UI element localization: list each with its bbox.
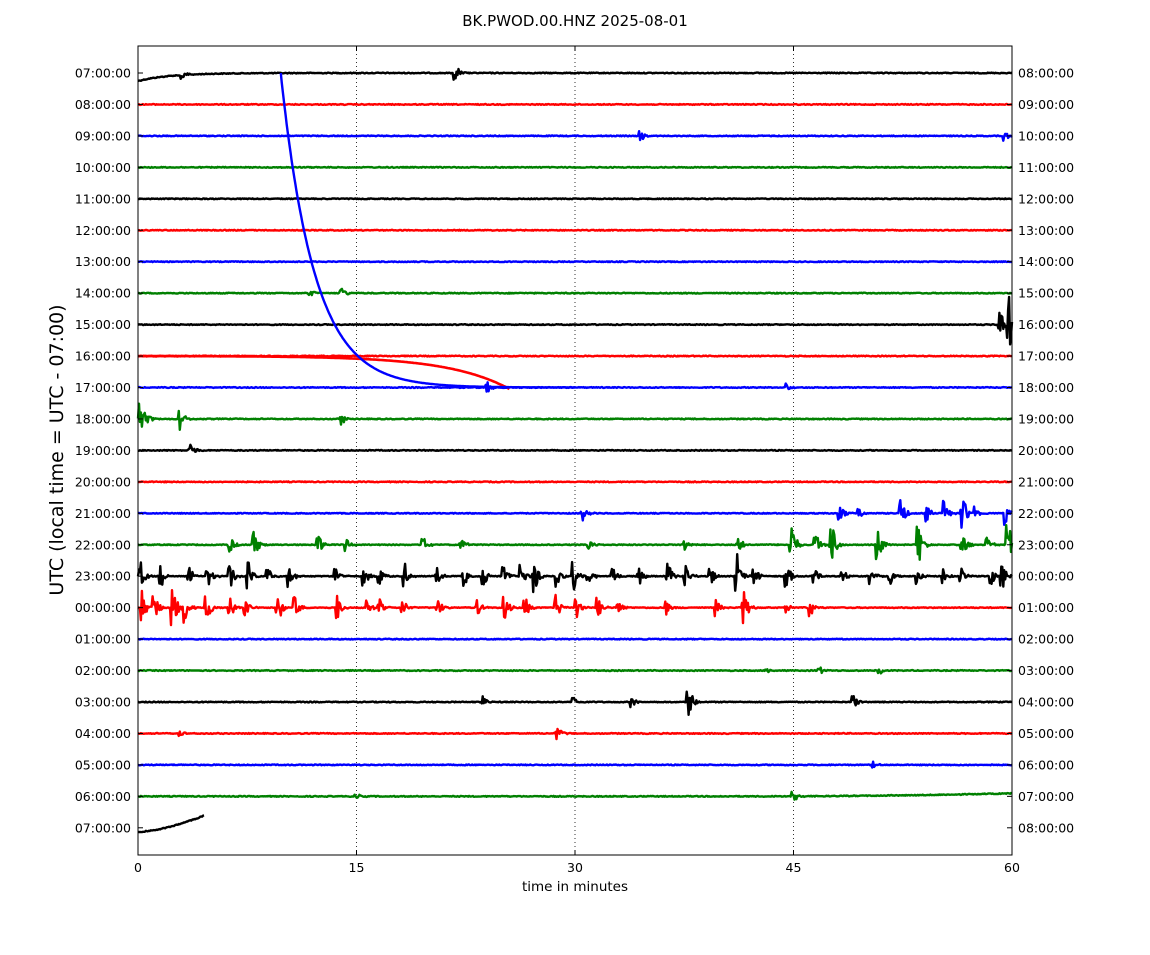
right-tick-label-6: 14:00:00 bbox=[1018, 254, 1074, 269]
right-tick-label-23: 07:00:00 bbox=[1018, 789, 1074, 804]
seismic-traces bbox=[136, 67, 1014, 834]
right-tick-label-20: 04:00:00 bbox=[1018, 695, 1074, 710]
left-tick-label-13: 20:00:00 bbox=[75, 474, 131, 489]
y-axis-label: UTC (local time = UTC - 07:00) bbox=[46, 304, 68, 595]
right-tick-label-7: 15:00:00 bbox=[1018, 286, 1074, 301]
trace-row-12 bbox=[137, 443, 1013, 453]
trace-row-23 bbox=[137, 790, 1013, 801]
left-tick-label-5: 12:00:00 bbox=[75, 223, 131, 238]
trace-row-16 bbox=[136, 553, 1013, 594]
right-tick-label-8: 16:00:00 bbox=[1018, 317, 1074, 332]
x-tick-label-0: 0 bbox=[134, 860, 142, 875]
trace-row-20 bbox=[137, 690, 1013, 716]
trace-row-17 bbox=[137, 589, 1013, 627]
left-tick-label-4: 11:00:00 bbox=[75, 191, 131, 206]
x-tick-label-30: 30 bbox=[567, 860, 583, 875]
left-tick-label-2: 09:00:00 bbox=[75, 128, 131, 143]
left-tick-label-22: 05:00:00 bbox=[75, 757, 131, 772]
trace-row-19 bbox=[137, 666, 1013, 675]
left-tick-label-15: 22:00:00 bbox=[75, 537, 131, 552]
trace-row-3 bbox=[137, 165, 1013, 169]
trace-row-5 bbox=[137, 228, 1013, 232]
axis-ticks bbox=[137, 46, 1013, 855]
right-tick-label-3: 11:00:00 bbox=[1018, 160, 1074, 175]
trace-row-1 bbox=[137, 102, 1013, 107]
right-tick-label-17: 01:00:00 bbox=[1018, 600, 1074, 615]
trace-row-14 bbox=[137, 499, 1013, 529]
right-tick-labels: 08:00:00 09:00:00 10:00:00 11:00:00 12:00:00… bbox=[1018, 66, 1074, 836]
right-tick-label-16: 00:00:00 bbox=[1018, 569, 1074, 584]
trace-row-8 bbox=[137, 295, 1014, 346]
right-tick-label-12: 20:00:00 bbox=[1018, 443, 1074, 458]
left-tick-label-19: 02:00:00 bbox=[75, 663, 131, 678]
trace-row-18 bbox=[137, 637, 1013, 641]
left-tick-label-10: 17:00:00 bbox=[75, 380, 131, 395]
right-tick-label-9: 17:00:00 bbox=[1018, 349, 1074, 364]
trace-row-7 bbox=[137, 287, 1013, 297]
left-tick-label-18: 01:00:00 bbox=[75, 632, 131, 647]
left-tick-label-1: 08:00:00 bbox=[75, 97, 131, 112]
right-tick-label-14: 22:00:00 bbox=[1018, 506, 1074, 521]
right-tick-label-5: 13:00:00 bbox=[1018, 223, 1074, 238]
right-tick-label-2: 10:00:00 bbox=[1018, 128, 1074, 143]
x-axis-label: time in minutes bbox=[522, 879, 628, 895]
right-tick-label-24: 08:00:00 bbox=[1018, 820, 1074, 835]
chart-title: BK.PWOD.00.HNZ 2025-08-01 bbox=[462, 12, 687, 30]
trace-drift-red bbox=[138, 354, 511, 391]
trace-row-4 bbox=[137, 197, 1013, 201]
trace-row-13 bbox=[137, 480, 1013, 484]
left-tick-label-16: 23:00:00 bbox=[75, 569, 131, 584]
right-tick-label-15: 23:00:00 bbox=[1018, 537, 1074, 552]
right-tick-label-21: 05:00:00 bbox=[1018, 726, 1074, 741]
left-tick-label-11: 18:00:00 bbox=[75, 411, 131, 426]
trace-row-15 bbox=[137, 524, 1014, 561]
right-tick-label-19: 03:00:00 bbox=[1018, 663, 1074, 678]
trace-row-2 bbox=[137, 130, 1013, 142]
trace-row-21 bbox=[137, 727, 1013, 741]
right-tick-label-0: 08:00:00 bbox=[1018, 66, 1074, 81]
trace-row-24 bbox=[137, 814, 205, 834]
left-tick-label-24: 07:00:00 bbox=[75, 820, 131, 835]
trace-row-0 bbox=[137, 67, 1013, 83]
left-tick-label-17: 00:00:00 bbox=[75, 600, 131, 615]
left-tick-label-14: 21:00:00 bbox=[75, 506, 131, 521]
left-tick-label-6: 13:00:00 bbox=[75, 254, 131, 269]
x-tick-label-45: 45 bbox=[786, 860, 802, 875]
left-tick-label-9: 16:00:00 bbox=[75, 349, 131, 364]
left-tick-label-21: 04:00:00 bbox=[75, 726, 131, 741]
left-tick-label-20: 03:00:00 bbox=[75, 695, 131, 710]
trace-row-6 bbox=[137, 260, 1013, 264]
left-tick-label-12: 19:00:00 bbox=[75, 443, 131, 458]
left-tick-label-0: 07:00:00 bbox=[75, 66, 131, 81]
x-tick-label-60: 60 bbox=[1004, 860, 1020, 875]
x-tick-labels: 0 15 30 45 60 bbox=[134, 860, 1020, 875]
x-tick-label-15: 15 bbox=[349, 860, 365, 875]
right-tick-label-1: 09:00:00 bbox=[1018, 97, 1074, 112]
right-tick-label-4: 12:00:00 bbox=[1018, 191, 1074, 206]
left-tick-labels: 07:00:00 08:00:00 09:00:00 10:00:00 11:00:00… bbox=[75, 66, 131, 836]
trace-row-11 bbox=[136, 402, 1013, 431]
left-tick-label-3: 10:00:00 bbox=[75, 160, 131, 175]
left-tick-label-7: 14:00:00 bbox=[75, 286, 131, 301]
left-tick-label-23: 06:00:00 bbox=[75, 789, 131, 804]
right-tick-label-11: 19:00:00 bbox=[1018, 411, 1074, 426]
right-tick-label-18: 02:00:00 bbox=[1018, 632, 1074, 647]
right-tick-label-22: 06:00:00 bbox=[1018, 757, 1074, 772]
left-tick-label-8: 15:00:00 bbox=[75, 317, 131, 332]
right-tick-label-10: 18:00:00 bbox=[1018, 380, 1074, 395]
right-tick-label-13: 21:00:00 bbox=[1018, 474, 1074, 489]
trace-row-22 bbox=[137, 760, 1013, 769]
trace-drift-blue bbox=[279, 72, 575, 389]
